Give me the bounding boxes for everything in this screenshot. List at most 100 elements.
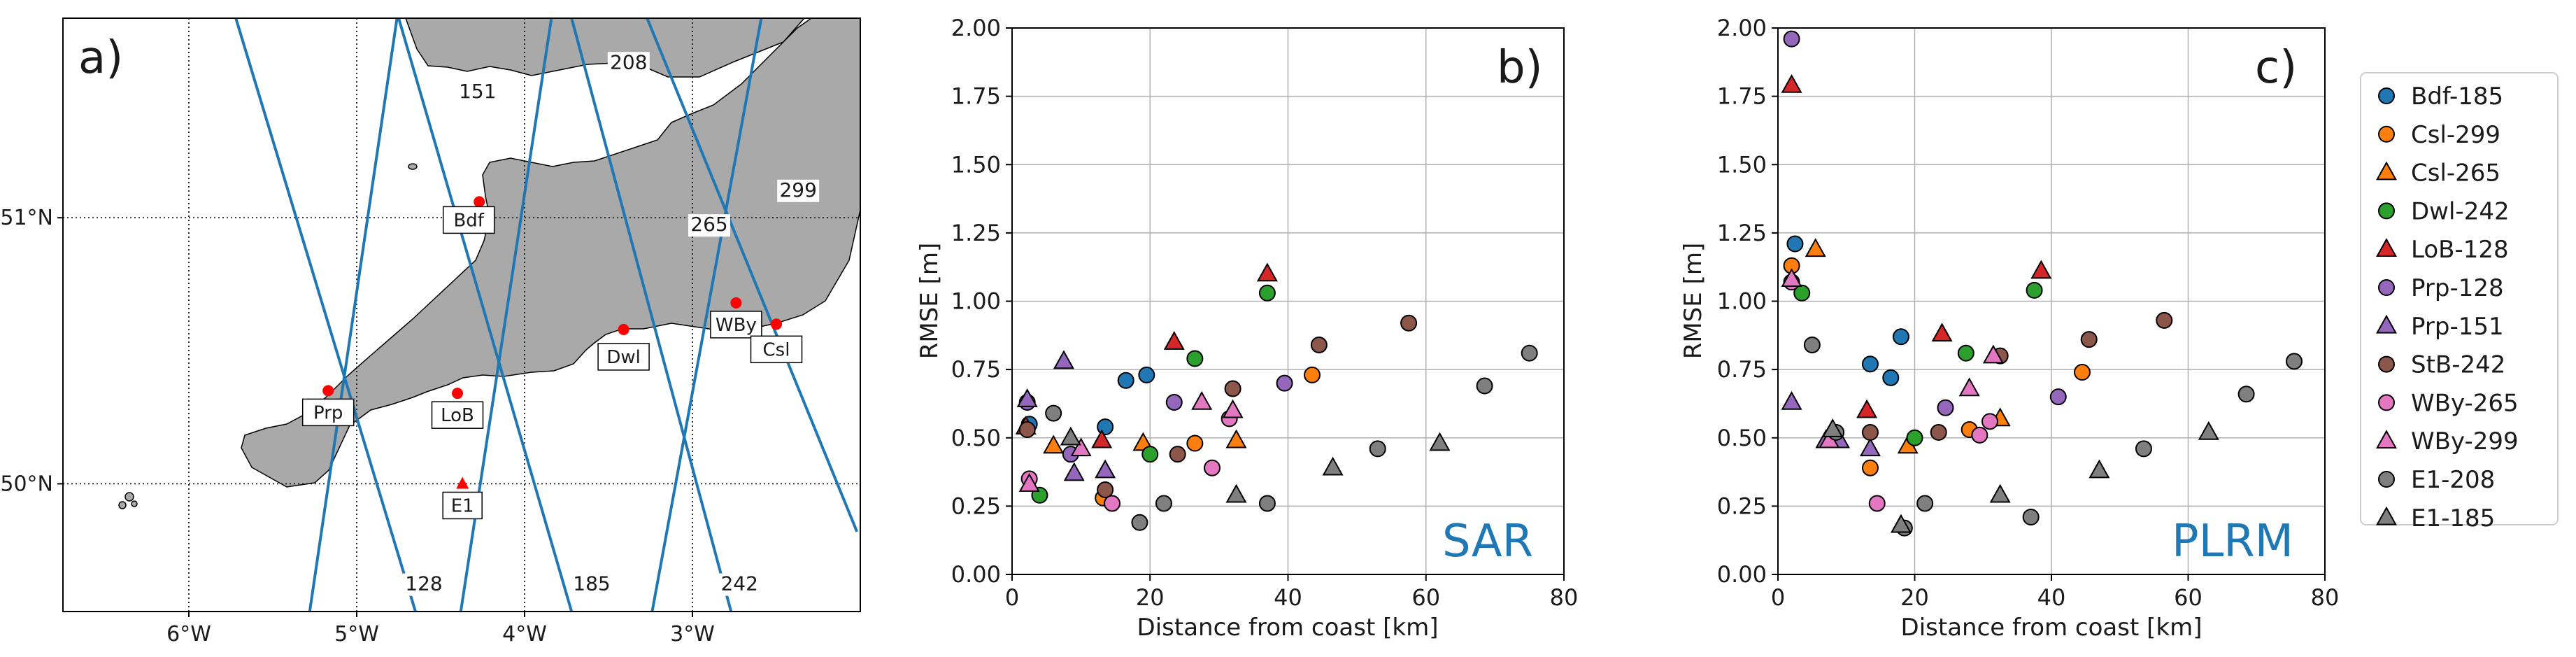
sar-point-csl-299 bbox=[1186, 435, 1204, 452]
station-label-WBy: WBy bbox=[716, 315, 757, 336]
sar-point-prp-128 bbox=[1165, 393, 1183, 411]
sar-y-tick-label: 2.00 bbox=[951, 15, 1001, 41]
sar-data-points bbox=[1015, 262, 1538, 531]
sar-gridlines bbox=[1011, 27, 1565, 575]
sar-point-e1-208 bbox=[1369, 440, 1386, 458]
station-label-box-Prp bbox=[301, 398, 355, 427]
legend-label-bdf-185: Bdf-185 bbox=[2411, 83, 2503, 111]
plrm-point-stb-242 bbox=[2080, 331, 2098, 348]
plrm-x-tick-label: 80 bbox=[2311, 584, 2340, 611]
plrm-point-lob-128 bbox=[1781, 73, 1802, 93]
plrm-point-e1-208 bbox=[2286, 353, 2303, 370]
sar-point-wby-299 bbox=[1070, 437, 1092, 457]
station-label-Prp: Prp bbox=[313, 402, 343, 423]
legend-marker-dwl-242 bbox=[2378, 202, 2395, 220]
legend-label-dwl-242: Dwl-242 bbox=[2411, 197, 2510, 225]
plrm-point-prp-151 bbox=[1859, 437, 1881, 457]
map-axis-ticks: 6°W 5°W 4°W 3°W 51°N 50°N bbox=[0, 206, 715, 647]
legend-marker-prp-151 bbox=[2375, 314, 2398, 334]
legend-label-wby-265: WBy-265 bbox=[2411, 389, 2519, 417]
sar-y-axis-label: RMSE [m] bbox=[916, 243, 944, 359]
plrm-point-stb-242 bbox=[1930, 423, 1947, 441]
map-frame bbox=[62, 17, 861, 612]
sar-point-stb-242 bbox=[1018, 421, 1036, 439]
lat-tick-label: 51°N bbox=[0, 206, 53, 230]
plrm-point-e1-208 bbox=[1803, 336, 1821, 353]
plrm-point-wby-265 bbox=[1981, 413, 1999, 430]
track-line-299 bbox=[650, 18, 763, 612]
sar-y-tick-label: 1.25 bbox=[951, 220, 1001, 246]
plrm-point-lob-128 bbox=[1931, 323, 1953, 342]
track-label-265: 265 bbox=[690, 213, 727, 236]
station-label-box-Dwl bbox=[597, 343, 650, 371]
track-label-208: 208 bbox=[610, 50, 647, 73]
legend-label-e1-185: E1-185 bbox=[2411, 504, 2495, 532]
plrm-y-tick-label: 2.00 bbox=[1717, 15, 1767, 41]
station-marker-Dwl bbox=[618, 323, 629, 335]
plrm-panel-label: c) bbox=[2255, 42, 2297, 94]
land-wales bbox=[405, 18, 806, 78]
sar-point-wby-299 bbox=[1191, 390, 1213, 410]
sar-y-tick-label: 1.75 bbox=[951, 83, 1001, 110]
sar-point-e1-185 bbox=[1060, 426, 1081, 446]
legend-marker-e1-208 bbox=[2378, 471, 2395, 488]
plrm-point-e1-208 bbox=[2022, 508, 2040, 525]
plrm-point-e1-208 bbox=[2237, 386, 2255, 403]
map-track-labels: 128 151 185 208 242 265 299 bbox=[403, 50, 820, 596]
sar-y-tick-label: 0.75 bbox=[951, 356, 1001, 383]
sar-point-prp-151 bbox=[1063, 462, 1085, 481]
sar-point-csl-265 bbox=[1225, 429, 1247, 448]
plrm-point-csl-299 bbox=[2073, 364, 2091, 381]
plrm-point-prp-128 bbox=[2049, 388, 2067, 406]
sar-point-dwl-242 bbox=[1258, 284, 1276, 302]
legend-marker-csl-299 bbox=[2378, 125, 2395, 143]
sar-point-e1-185 bbox=[1225, 483, 1247, 503]
plrm-y-tick-label: 1.50 bbox=[1717, 151, 1767, 178]
plrm-point-bdf-185 bbox=[1786, 235, 1804, 253]
plrm-axis-ticks: 0 20 40 60 80 0.00 0.25 0.50 0.75 1.00 1.25 1.50 1.7… bbox=[1717, 15, 2340, 611]
station-label-box-WBy bbox=[710, 311, 762, 339]
track-line-128 bbox=[234, 18, 417, 612]
station-marker-Prp bbox=[322, 385, 334, 397]
plrm-y-tick-label: 1.75 bbox=[1717, 83, 1767, 110]
plrm-point-csl-299 bbox=[1861, 459, 1879, 476]
legend-marker-wby-299 bbox=[2375, 430, 2398, 448]
lon-tick-label: 3°W bbox=[670, 622, 715, 647]
plrm-point-wby-265 bbox=[1868, 495, 1886, 512]
track-label-242: 242 bbox=[720, 572, 757, 595]
plrm-y-tick-label: 0.00 bbox=[1717, 561, 1767, 588]
lon-tick-label: 5°W bbox=[334, 622, 379, 647]
plrm-y-tick-label: 1.00 bbox=[1717, 288, 1767, 315]
plrm-gridlines bbox=[1777, 27, 2326, 575]
plrm-point-bdf-185 bbox=[1882, 369, 1900, 386]
legend-items: Bdf-185 Csl-299 Csl-265 Dwl-242 LoB-128 Prp-1… bbox=[2375, 83, 2519, 532]
plrm-point-lob-128 bbox=[2030, 260, 2052, 279]
plrm-point-dwl-242 bbox=[1793, 284, 1811, 302]
sar-point-e1-208 bbox=[1045, 404, 1062, 422]
track-line-265 bbox=[646, 18, 859, 532]
track-label-bg-151 bbox=[456, 81, 499, 104]
plrm-point-wby-299 bbox=[1958, 377, 1980, 397]
plrm-point-e1-185 bbox=[2198, 421, 2219, 440]
track-label-185: 185 bbox=[573, 572, 610, 595]
station-marker-WBy bbox=[730, 297, 742, 309]
track-label-bg-242 bbox=[718, 573, 761, 596]
sar-plot-frame bbox=[1011, 27, 1565, 575]
legend-label-prp-151: Prp-151 bbox=[2411, 313, 2504, 341]
plrm-point-wby-265 bbox=[1971, 426, 1988, 444]
sar-y-tick-label: 0.00 bbox=[951, 561, 1001, 588]
plrm-y-tick-label: 0.50 bbox=[1717, 425, 1767, 451]
sar-scatter-panel: 0 20 40 60 80 0.00 0.25 0.50 0.75 1.00 1.25 1.50 1.7… bbox=[916, 15, 1578, 642]
sar-point-wby-265 bbox=[1204, 459, 1221, 476]
legend-label-csl-265: Csl-265 bbox=[2411, 160, 2500, 188]
legend-marker-csl-265 bbox=[2375, 161, 2398, 181]
plrm-point-stb-242 bbox=[1861, 423, 1879, 441]
sar-panel-label: b) bbox=[1497, 42, 1543, 94]
legend: Bdf-185 Csl-299 Csl-265 Dwl-242 LoB-128 Prp-1… bbox=[2360, 72, 2559, 532]
sar-y-tick-label: 0.25 bbox=[951, 493, 1001, 519]
plrm-point-stb-242 bbox=[2156, 311, 2173, 329]
sar-point-lob-128 bbox=[1091, 429, 1113, 448]
sar-point-stb-242 bbox=[1224, 380, 1241, 397]
sar-point-prp-151 bbox=[1053, 350, 1074, 369]
